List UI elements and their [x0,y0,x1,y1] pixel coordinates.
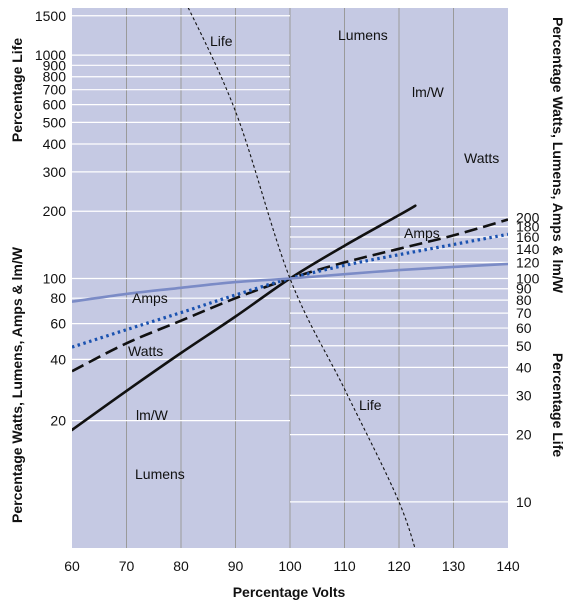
x-tick-label: 70 [119,558,135,574]
series-layer [72,8,508,548]
x-tick-label: 140 [496,558,520,574]
curve-label-watts-bottom: Watts [128,343,163,359]
right-life-tick-label: 80 [516,292,532,308]
curve-label-lmw-bottom: lm/W [136,407,169,423]
curve-label-lmw-top: lm/W [412,84,445,100]
x-tick-label: 80 [173,558,189,574]
series-line-life [187,8,416,548]
left-life-tick-label: 1500 [35,8,66,24]
right-life-tick-label: 30 [516,387,532,403]
left-life-tick-label: 400 [43,136,67,152]
right-life-tick-label: 90 [516,281,532,297]
right-main-tick-label: 200 [516,209,540,225]
curve-label-life-bottom: Life [359,397,382,413]
right-life-tick-label: 50 [516,338,532,354]
grid-lines [72,8,508,548]
left-life-tick-label: 200 [43,203,67,219]
left-life-tick-label: 300 [43,164,67,180]
left-axis-title-life: Percentage Life [9,38,25,142]
curve-label-lumens-top: Lumens [338,27,388,43]
curve-label-watts-top: Watts [464,150,499,166]
x-tick-label: 130 [442,558,466,574]
curve-label-amps-bottom: Amps [132,290,168,306]
right-main-tick-label: 120 [516,254,540,270]
right-main-tick-label: 140 [516,241,540,257]
x-tick-label: 60 [64,558,80,574]
left-main-tick-label: 100 [43,271,67,287]
left-life-tick-label: 900 [43,57,67,73]
x-tick-label: 120 [387,558,411,574]
right-life-tick-label: 70 [516,305,532,321]
x-axis-title: Percentage Volts [233,584,346,600]
curve-label-life-top: Life [210,33,233,49]
right-life-tick-label: 60 [516,320,532,336]
left-axis-title-watts: Percentage Watts, Lumens, Amps & lm/W [9,246,25,523]
left-main-tick-label: 40 [50,351,66,367]
right-axis-title-life: Percentage Life [550,353,566,457]
left-life-tick-label: 1000 [35,47,66,63]
tick-labels: 60 70 80 90 100 110 120 130 14015001000900800700… [35,8,540,574]
left-life-tick-label: 800 [43,69,67,85]
right-life-tick-label: 10 [516,494,532,510]
curve-label-lumens-bottom: Lumens [135,466,185,482]
left-main-tick-label: 60 [50,316,66,332]
right-life-tick-label: 40 [516,359,532,375]
left-life-tick-label: 500 [43,114,67,130]
x-tick-label: 110 [333,558,356,574]
right-main-tick-label: 100 [516,271,540,287]
right-main-tick-label: 160 [516,229,540,245]
series-line-amps [72,262,508,303]
left-main-tick-label: 20 [50,413,66,429]
left-main-tick-label: 80 [50,290,66,306]
series-line-lumens [72,204,417,432]
right-life-tick-label: 20 [516,427,532,443]
x-tick-label: 100 [278,558,302,574]
left-life-tick-label: 700 [43,82,67,98]
curve-labels: Lumens Lumens lm/W lm/W Watts Watts Amps Amps Li… [128,27,499,482]
right-axis-title-watts: Percentage Watts, Lumens, Amps & lm/W [550,17,566,294]
x-tick-label: 90 [228,558,244,574]
left-life-tick-label: 600 [43,97,67,113]
curve-label-amps-top: Amps [404,225,440,241]
right-main-tick-label: 180 [516,219,540,235]
